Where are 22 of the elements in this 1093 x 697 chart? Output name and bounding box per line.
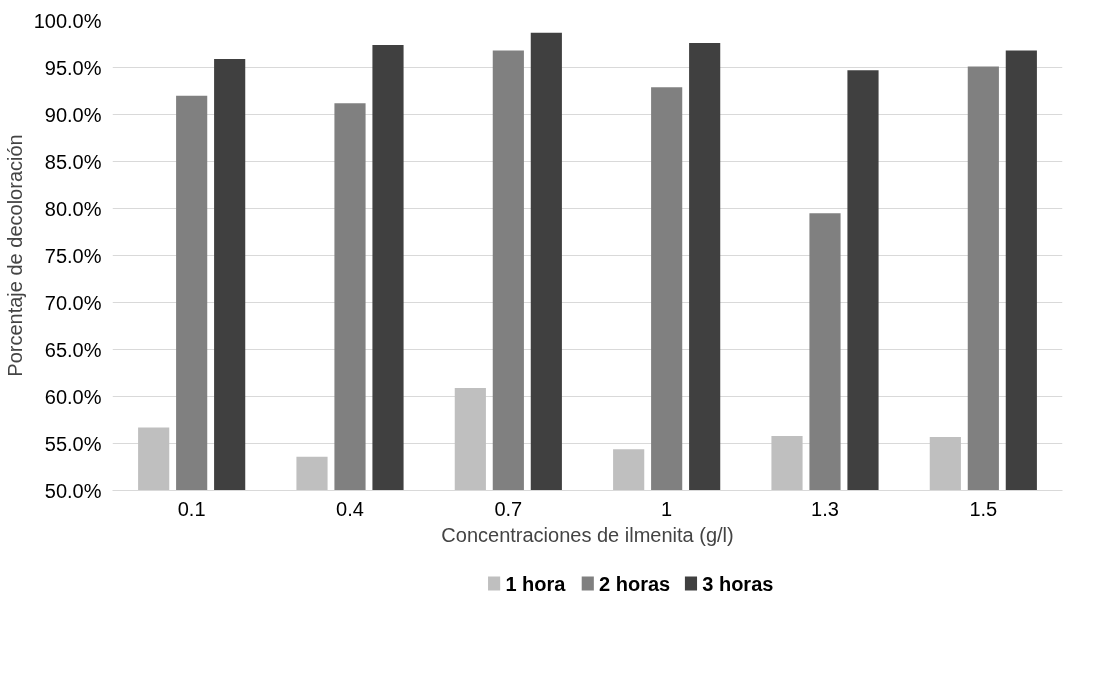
y-tick-label: 90.0%: [44, 103, 102, 126]
x-axis-title: Concentraciones de ilmenita (g/l): [441, 523, 734, 546]
y-tick-label: 50.0%: [44, 479, 102, 502]
legend-label: 3 horas: [702, 572, 774, 595]
x-tick-label: 1: [661, 497, 673, 520]
y-tick-label: 60.0%: [44, 385, 102, 408]
y-axis-title: Porcentaje de decoloración: [3, 134, 26, 377]
legend-label: 1 hora: [505, 572, 567, 595]
x-tick-label: 1.5: [969, 497, 998, 520]
y-tick-label: 80.0%: [44, 197, 102, 220]
y-tick-label: 55.0%: [44, 432, 102, 455]
x-tick-label: 0.7: [494, 497, 523, 520]
legend-label: 2 horas: [599, 572, 671, 595]
y-tick-label: 85.0%: [44, 150, 102, 173]
y-tick-label: 75.0%: [44, 244, 102, 267]
y-tick-label: 100.0%: [33, 9, 102, 32]
y-tick-label: 65.0%: [44, 338, 102, 361]
x-tick-label: 0.4: [336, 497, 364, 520]
y-tick-label: 70.0%: [44, 291, 102, 314]
x-tick-label: 1.3: [811, 497, 839, 520]
y-tick-label: 95.0%: [44, 56, 102, 79]
x-tick-label: 0.1: [177, 497, 206, 520]
